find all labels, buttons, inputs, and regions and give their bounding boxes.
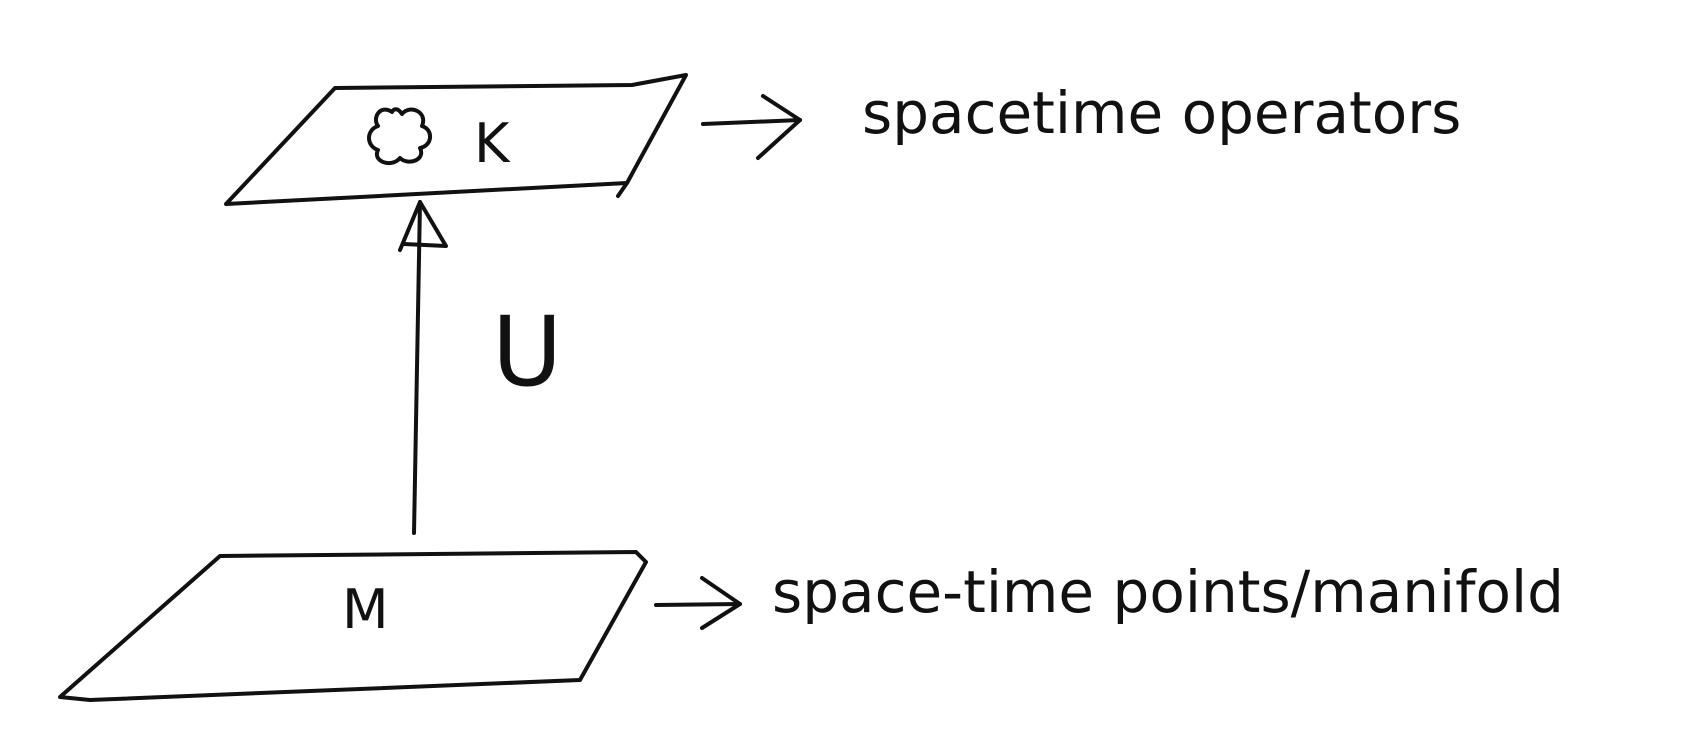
top-plane-annotation: spacetime operators <box>862 79 1461 147</box>
map-arrow-head <box>398 200 448 252</box>
top-plane-tick <box>616 181 629 198</box>
bottom-plane <box>58 550 648 702</box>
map-arrow <box>398 200 448 535</box>
bottom-plane-annotation: space-time points/manifold <box>772 558 1564 626</box>
right-arrow-icon <box>654 576 742 630</box>
top-plane-label: K <box>474 112 511 175</box>
map-label: U <box>492 296 562 408</box>
right-arrow-icon <box>701 94 802 160</box>
map-arrow-shaft <box>412 200 422 535</box>
cloud-blob-icon <box>367 107 432 166</box>
top-plane-outline <box>224 73 688 206</box>
top-plane <box>224 73 688 206</box>
bottom-plane-outline <box>58 550 648 702</box>
bottom-plane-label: M <box>342 578 389 641</box>
